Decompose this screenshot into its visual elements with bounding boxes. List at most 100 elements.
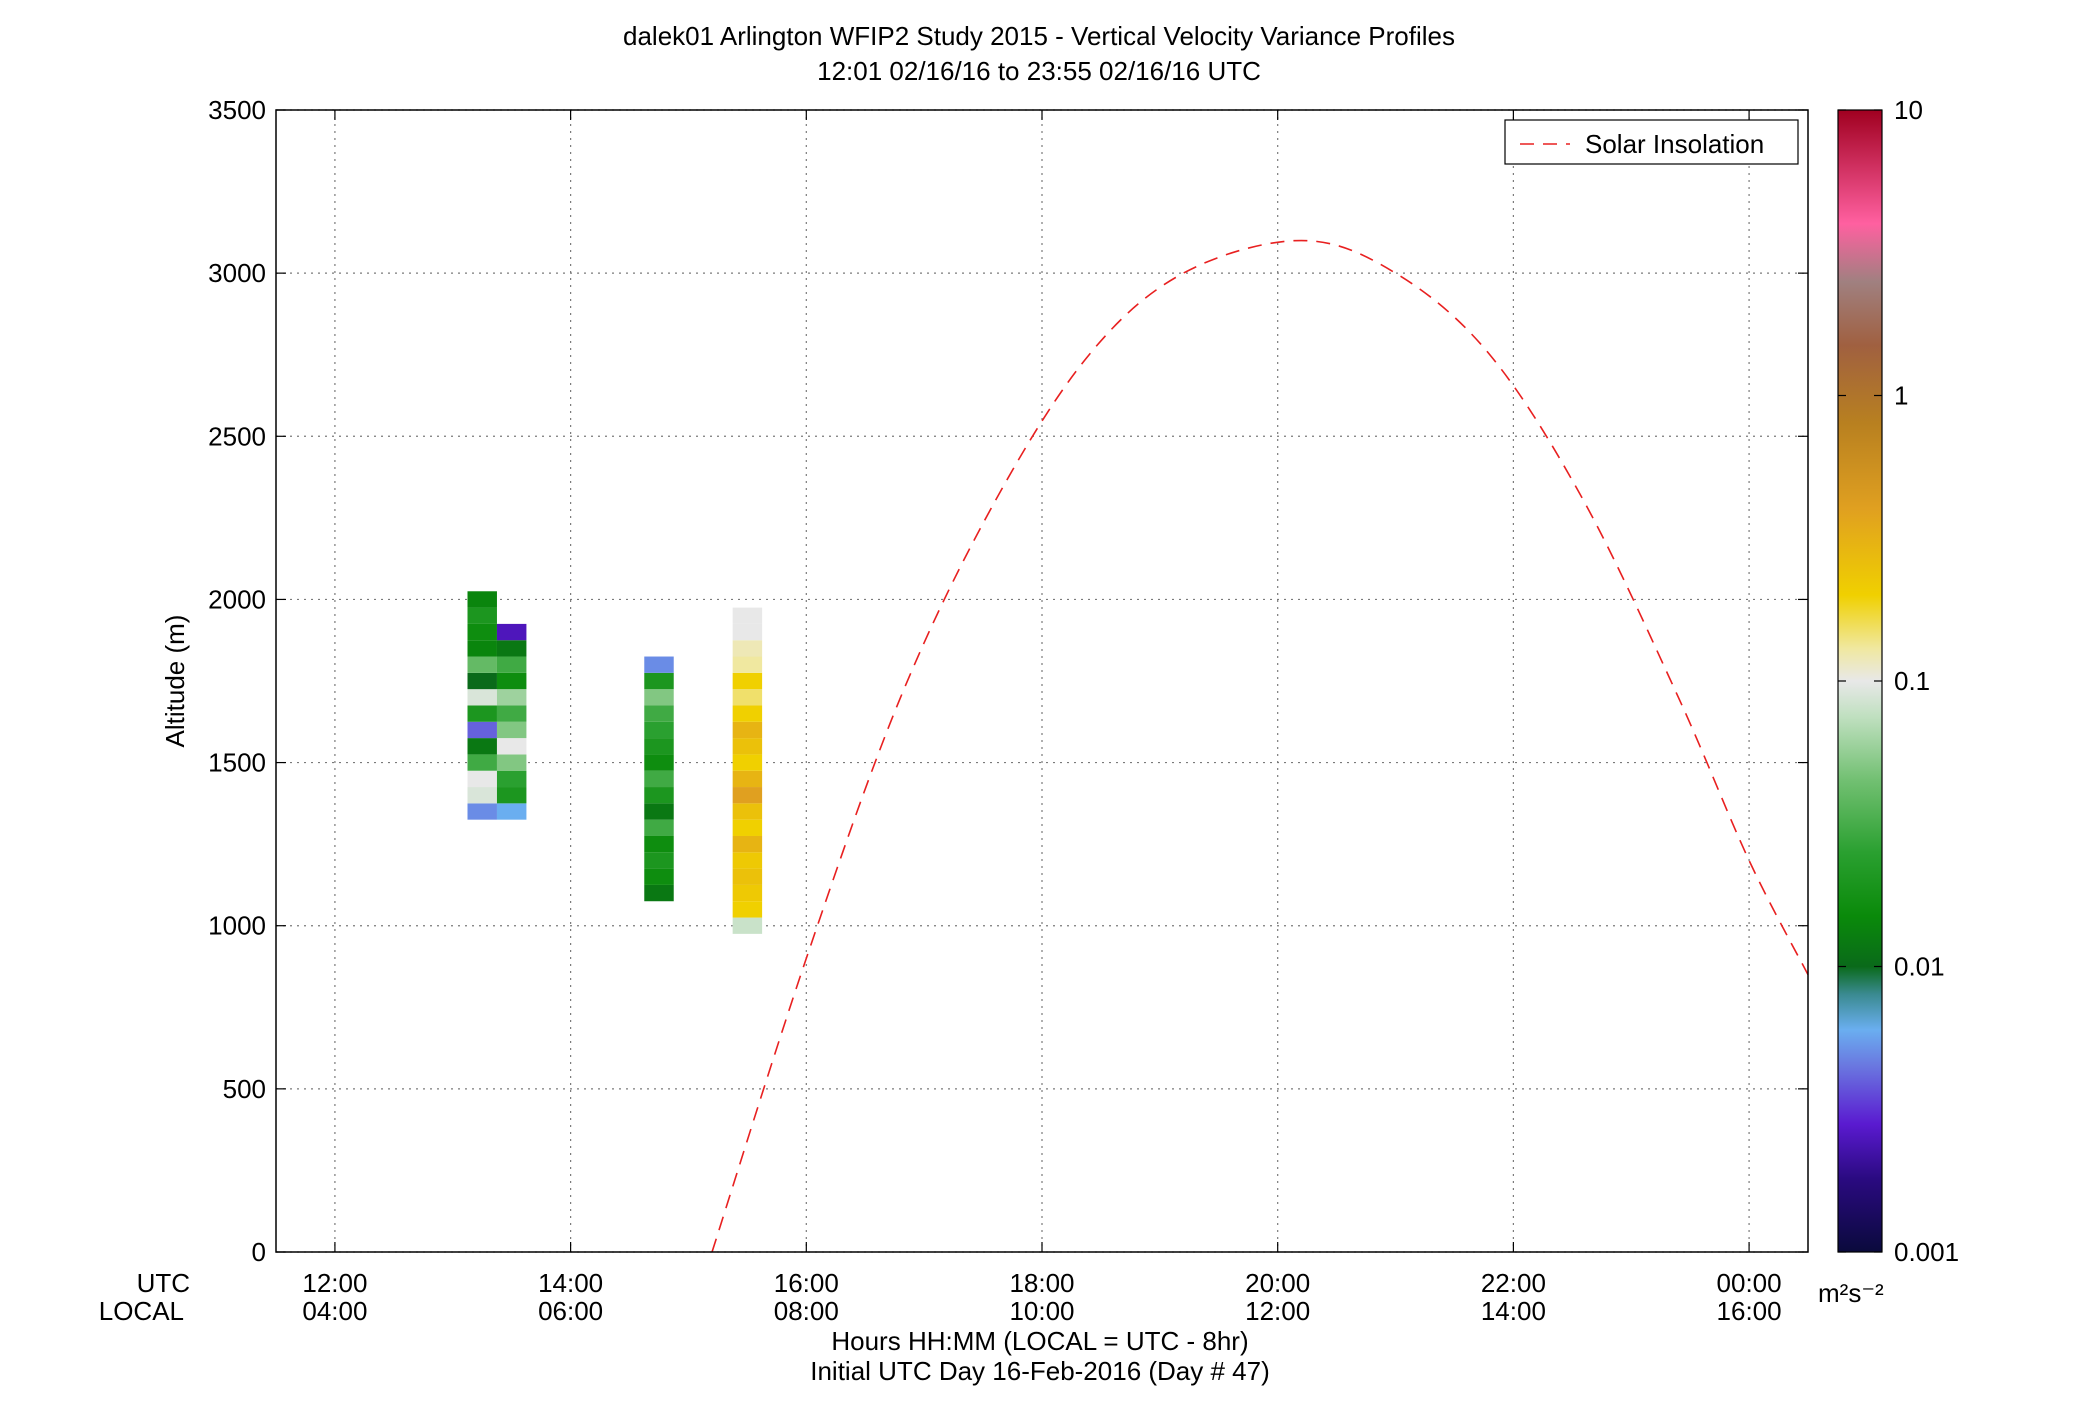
heatmap-cell [496, 623, 527, 641]
x-tick-label-utc: 00:00 [1717, 1268, 1782, 1298]
colorbar-tick-label: 0.001 [1894, 1237, 1959, 1267]
x-tick-label-utc: 20:00 [1245, 1268, 1310, 1298]
heatmap-cell [496, 721, 527, 739]
heatmap-cell [467, 689, 497, 706]
heatmap-cell [644, 689, 674, 706]
colorbar-units: m²s⁻² [1818, 1278, 1884, 1308]
heatmap-cell [644, 852, 674, 869]
x-tick-label-local: 14:00 [1481, 1296, 1546, 1326]
heatmap-cell [496, 689, 527, 706]
grid-lines [276, 109, 1808, 1253]
heatmap-cell [732, 738, 763, 755]
x-axis-label-secondary: Initial UTC Day 16-Feb-2016 (Day # 47) [810, 1356, 1270, 1386]
y-tick-label: 500 [223, 1074, 266, 1104]
heatmap-cell [467, 721, 497, 739]
y-tick-label: 2500 [208, 421, 266, 451]
heatmap-cell [732, 917, 763, 934]
heatmap-cell [496, 705, 527, 722]
heatmap-cell [644, 868, 674, 885]
x-axis-row-label-local: LOCAL [99, 1296, 184, 1326]
heatmap-cell [467, 738, 497, 755]
heatmap-cell [644, 721, 674, 739]
heatmap-cell [496, 738, 527, 755]
x-tick-label-utc: 12:00 [302, 1268, 367, 1298]
colorbar-tick-label: 0.01 [1894, 952, 1945, 982]
y-tick-label: 2000 [208, 584, 266, 614]
x-tick-label-local: 06:00 [538, 1296, 603, 1326]
heatmap-cell [496, 770, 527, 788]
y-axis-label: Altitude (m) [160, 615, 190, 748]
heatmap-cell [732, 884, 763, 902]
chart-title: dalek01 Arlington WFIP2 Study 2015 - Ver… [623, 21, 1455, 51]
x-tick-label-local: 16:00 [1717, 1296, 1782, 1326]
heatmap-cell [644, 770, 674, 788]
heatmap-cell [467, 705, 497, 722]
heatmap-cell [732, 803, 763, 820]
x-tick-label-utc: 16:00 [774, 1268, 839, 1298]
chart-subtitle: 12:01 02/16/16 to 23:55 02/16/16 UTC [817, 56, 1261, 86]
heatmap-cell [644, 705, 674, 722]
heatmap-cell [732, 656, 763, 673]
heatmap-cell [467, 803, 497, 820]
x-tick-label-utc: 14:00 [538, 1268, 603, 1298]
heatmap-cell [467, 607, 497, 624]
heatmap-cell [467, 770, 497, 788]
y-tick-label: 3000 [208, 258, 266, 288]
heatmap-cell [644, 787, 674, 804]
x-tick-label-local: 04:00 [302, 1296, 367, 1326]
legend: Solar Insolation [1504, 119, 1799, 165]
legend-label-solar-insolation: Solar Insolation [1585, 129, 1764, 159]
heatmap-cell [732, 770, 763, 788]
legend-box [1504, 119, 1799, 165]
heatmap-cell [732, 705, 763, 722]
heatmap-cell [644, 835, 674, 853]
y-axis-ticks: 0 500 1000 1500 2000 2500 3000 3500 [208, 95, 1808, 1267]
x-axis-ticks: 12:0004:0014:0006:0016:0008:0018:0010:00… [302, 110, 1782, 1326]
colorbar-tick-label: 1 [1894, 381, 1908, 411]
y-tick-label: 1500 [208, 748, 266, 778]
heatmap-cell [644, 672, 674, 690]
x-tick-label-utc: 22:00 [1481, 1268, 1546, 1298]
heatmap-cell [467, 754, 497, 771]
heatmap-cell [732, 623, 763, 641]
heatmap-cell [644, 656, 674, 673]
heatmap-cell [644, 738, 674, 755]
heatmap-cell [644, 819, 674, 836]
heatmap-cell [732, 607, 763, 624]
heatmap-cell [467, 640, 497, 657]
x-tick-label-utc: 18:00 [1009, 1268, 1074, 1298]
heatmap-cell [496, 787, 527, 804]
x-axis-label: Hours HH:MM (LOCAL = UTC - 8hr) [831, 1326, 1248, 1356]
y-tick-label: 3500 [208, 95, 266, 125]
x-tick-label-local: 12:00 [1245, 1296, 1310, 1326]
heatmap-cell [732, 852, 763, 869]
heatmap-cells [467, 591, 763, 934]
x-axis-row-label-utc: UTC [137, 1268, 190, 1298]
heatmap-cell [732, 819, 763, 836]
colorbar-tick-label: 0.1 [1894, 666, 1930, 696]
heatmap-cell [644, 884, 674, 902]
heatmap-cell [732, 689, 763, 706]
x-tick-label-local: 08:00 [774, 1296, 839, 1326]
x-tick-label-local: 10:00 [1009, 1296, 1074, 1326]
heatmap-cell [496, 803, 527, 820]
heatmap-cell [732, 672, 763, 690]
colorbar-ticks: 10 1 0.1 0.01 0.001 [1838, 95, 1959, 1267]
colorbar-tick-label: 10 [1894, 95, 1923, 125]
heatmap-cell [732, 640, 763, 657]
solar-insolation-curve [711, 239, 1809, 1253]
heatmap-cell [496, 672, 527, 690]
heatmap-cell [496, 640, 527, 657]
heatmap-cell [644, 803, 674, 820]
heatmap-cell [732, 835, 763, 853]
heatmap-cell [732, 868, 763, 885]
heatmap-cell [496, 754, 527, 771]
heatmap-cell [467, 591, 497, 608]
y-tick-label: 1000 [208, 911, 266, 941]
heatmap-cell [467, 623, 497, 641]
heatmap-cell [732, 787, 763, 804]
heatmap-cell [732, 901, 763, 918]
heatmap-cell [644, 754, 674, 771]
heatmap-cell [732, 721, 763, 739]
heatmap-cell [732, 754, 763, 771]
